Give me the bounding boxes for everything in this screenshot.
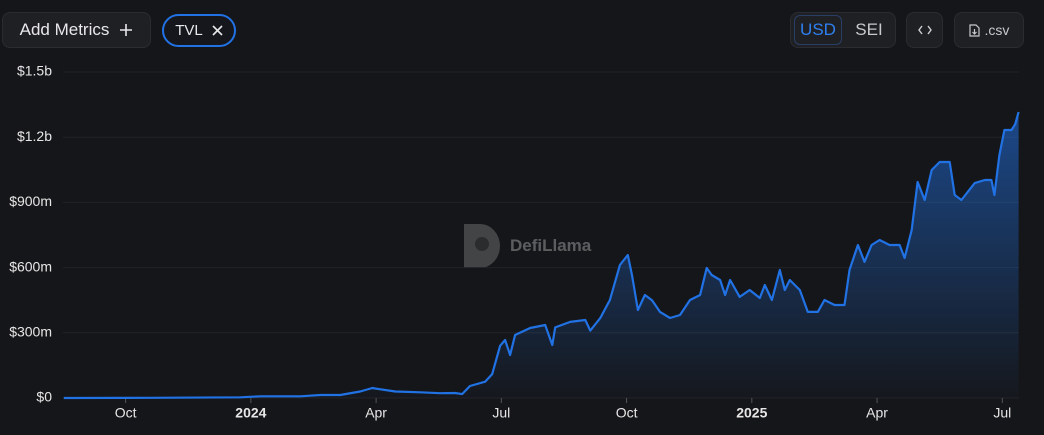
watermark-text: DefiLlama	[510, 236, 592, 255]
x-tick-label: Oct	[616, 405, 638, 421]
metric-chip[interactable]: TVL	[162, 14, 236, 47]
add-metrics-button[interactable]: Add Metrics	[2, 12, 151, 48]
x-tick-label: 2024	[235, 405, 266, 421]
y-tick-label: $900m	[9, 193, 52, 209]
watermark: DefiLlama	[462, 222, 591, 270]
csv-label: .csv	[984, 22, 1010, 38]
metric-chip-label: TVL	[175, 22, 203, 39]
y-tick-label: $0	[36, 389, 52, 405]
x-tick-label: Jul	[993, 405, 1011, 421]
currency-toggle: USD SEI	[790, 12, 896, 48]
y-tick-label: $300m	[9, 324, 52, 340]
plus-icon	[120, 24, 133, 36]
currency-option[interactable]: SEI	[855, 20, 883, 39]
y-tick-label: $600m	[9, 258, 52, 274]
x-tick-label: Oct	[115, 405, 137, 421]
x-tick-label: Jul	[492, 405, 510, 421]
currency-option[interactable]: USD	[794, 15, 842, 45]
code-icon	[917, 25, 932, 35]
file-icon	[968, 23, 980, 37]
y-tick-label: $1.2b	[17, 128, 52, 144]
csv-button[interactable]: .csv	[954, 12, 1024, 48]
watermark-logo	[464, 224, 500, 268]
embed-button[interactable]	[906, 12, 943, 48]
close-icon[interactable]	[212, 25, 223, 36]
x-tick-label: Apr	[866, 405, 888, 421]
y-tick-label: $1.5b	[17, 63, 52, 79]
x-tick-label: 2025	[736, 405, 767, 421]
add-metrics-label: Add Metrics	[19, 20, 110, 39]
x-tick-label: Apr	[365, 405, 387, 421]
